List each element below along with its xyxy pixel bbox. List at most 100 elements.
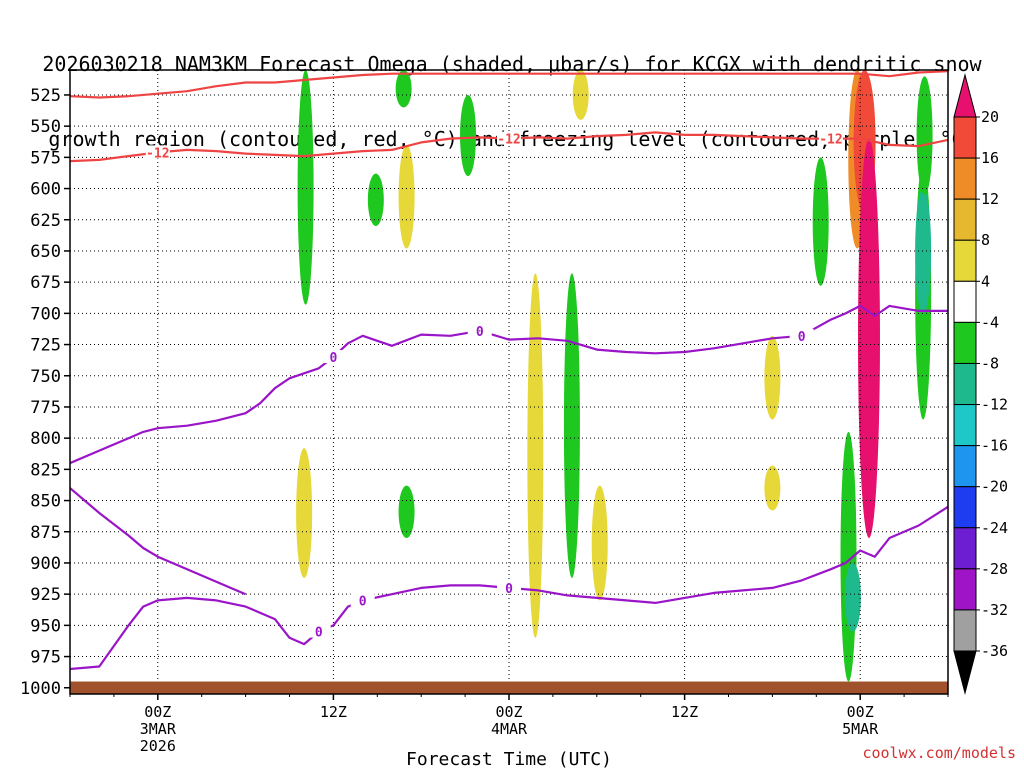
omega-region-yellow-thin-plus10h [296,448,313,578]
omega-region-teal-lower-plus47h [844,562,861,632]
x-tick-label-0-0: 00Z [144,703,171,721]
y-tick-label-600: 600 [30,180,61,200]
colorbar-label-13: -36 [981,642,1008,660]
dgz-contour-0-label-2: -12 [819,133,842,148]
x-tick-label-12-0: 12Z [320,703,347,721]
freezing-level-contour-1-label-1: 0 [476,325,484,340]
y-tick-label-525: 525 [30,86,61,106]
colorbar-label-4: 4 [981,272,990,290]
omega-region-green-dot-plus15h [367,173,384,227]
freezing-level-contour-1-label-bg-2 [789,328,814,342]
colorbar-bin-6 [953,321,977,364]
y-tick-label-700: 700 [30,304,61,324]
ground-terrain [70,681,948,694]
colorbar-label-11: -28 [981,560,1008,578]
colorbar-bin-9 [953,445,977,488]
y-tick-label-975: 975 [30,648,61,668]
dgz-contour-0-label-1: -12 [497,133,520,148]
freezing-level-contour-0-label-bg-0 [306,624,331,638]
y-tick-label-925: 925 [30,585,61,605]
colorbar-bottom-arrow [953,650,977,695]
x-axis-label: Forecast Time (UTC) [406,749,612,768]
colorbar-label-5: -4 [981,313,999,331]
colorbar-top-arrow [953,73,977,118]
colorbar-label-1: 16 [981,149,999,167]
x-tick-label-0-1: 3MAR [140,720,177,738]
plot-area: -12 -12 -12 0 0 0 0 0 0 [70,70,948,694]
y-tick-label-775: 775 [30,398,61,418]
freezing-level-contour-0-label-1: 0 [359,594,367,609]
colorbar-bin-2 [953,157,977,200]
x-tick-label-48-0: 00Z [847,703,874,721]
colorbar-bin-8 [953,404,977,447]
y-tick-label-675: 675 [30,273,61,293]
y-tick-label-650: 650 [30,242,61,262]
colorbar-label-3: 8 [981,231,990,249]
colorbar-bin-7 [953,362,977,406]
colorbar-label-10: -24 [981,519,1008,537]
omega-region-teal-right-plus52h [915,188,932,314]
x-tick-label-48-1: 5MAR [842,720,879,738]
y-tick-label-825: 825 [30,460,61,480]
omega-region-green-dot-plus17h [398,485,415,538]
y-tick-label-875: 875 [30,523,61,543]
colorbar-bin-11 [953,527,977,570]
x-tick-label-24-1: 4MAR [491,720,528,738]
y-tick-label-625: 625 [30,211,61,231]
y-tick-label-725: 725 [30,336,61,356]
omega-region-yellow-band-plus25h [527,273,544,638]
colorbar-bin-4 [953,239,977,282]
colorbar-bin-12 [953,568,977,611]
y-tick-label-750: 750 [30,367,61,387]
dgz-contour-0-label-bg-2 [818,131,843,145]
colorbar-label-6: -8 [981,354,999,372]
y-tick-label-800: 800 [30,429,61,449]
omega-region-yellow-top-plus29h [572,70,589,120]
omega-region-green-top-plus17h [395,70,412,108]
freezing-level-contour-1 [70,304,948,465]
colorbar-bin-3 [953,198,977,241]
colorbar: 20 16 12 8 4 -4 -8 -12 -16 -20 -24 -28 -32 -36 [953,73,1008,695]
omega-region-green-band-plus28h [563,273,580,578]
dgz-contour-0-label-0: -12 [146,146,169,161]
freezing-level-contour-0-label-0: 0 [315,626,323,641]
omega-region-yellow-thin-plus30h [591,485,608,601]
freezing-level-contour-1-label-2: 0 [798,330,806,345]
omega-region-green-top-right-plus52h [916,76,933,195]
y-tick-label-550: 550 [30,117,61,137]
y-tick-label-575: 575 [30,148,61,168]
freezing-level-contour-0-label-bg-1 [350,593,375,607]
dgz-contour-0-label-bg-1 [497,131,521,145]
colorbar-bin-13 [953,609,977,652]
omega-region-green-plus21h [460,94,477,177]
freezing-level-contour-2 [70,487,247,596]
omega-region-yellow-plus42h [764,335,781,420]
freezing-level-contour-0-label-2: 0 [505,582,513,597]
dgz-contour-1 [70,70,948,99]
freezing-level-contour-1-label-0: 0 [329,351,337,366]
colorbar-label-7: -12 [981,396,1008,414]
omega-region-green-plus45h [812,157,829,286]
colorbar-bin-10 [953,486,977,529]
freezing-level-contour-1-label-bg-0 [321,350,346,364]
freezing-level-contour-0-label-bg-2 [497,580,521,594]
colorbar-label-0: 20 [981,108,999,126]
x-tick-label-36-0: 12Z [671,703,698,721]
omega-region-green-band-plus10h [297,70,314,305]
colorbar-label-8: -16 [981,437,1008,455]
credit-link[interactable]: coolwx.com/models [862,744,1016,762]
chart-title-line-1: 2026030218 NAM3KM Forecast Omega (shaded… [42,52,982,76]
omega-region-magenta-core-plus49h [857,138,880,538]
y-tick-label-900: 900 [30,554,61,574]
colorbar-label-9: -20 [981,478,1008,496]
y-tick-label-950: 950 [30,616,61,636]
colorbar-bin-5 [953,280,977,323]
colorbar-bin-1 [953,116,977,159]
freezing-level-contour-1-label-bg-1 [467,323,492,337]
omega-region-yellow-plus17h [398,144,415,249]
y-tick-label-1000: 1000 [20,679,61,699]
colorbar-label-12: -32 [981,601,1008,619]
x-tick-label-0-2: 2026 [140,737,176,755]
dgz-contour-0-label-bg-0 [145,145,170,159]
